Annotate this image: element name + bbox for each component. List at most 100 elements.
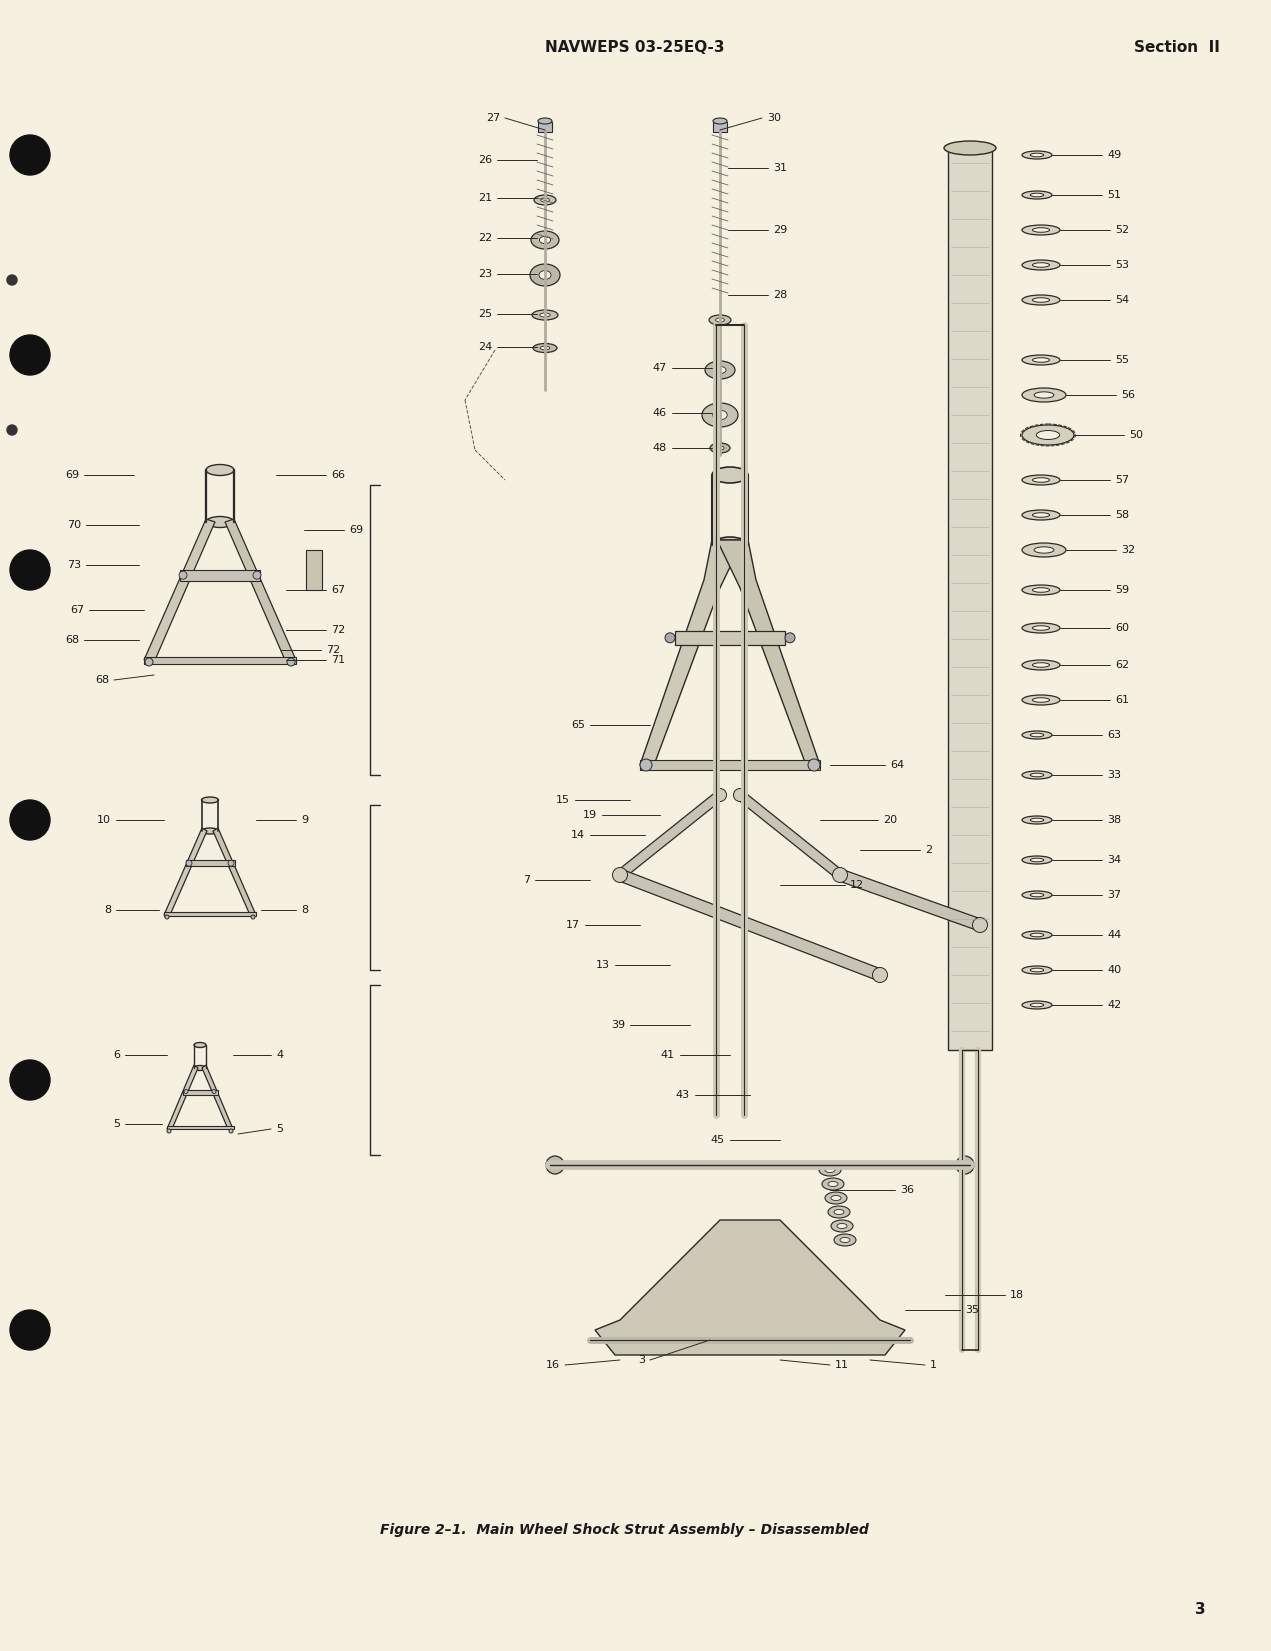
Text: 52: 52 [1115, 225, 1129, 234]
Bar [180, 570, 261, 581]
Text: 56: 56 [1121, 390, 1135, 400]
Ellipse shape [1022, 355, 1060, 365]
Ellipse shape [1032, 228, 1050, 233]
Text: 21: 21 [478, 193, 492, 203]
Ellipse shape [1022, 225, 1060, 234]
Bar [164, 911, 255, 916]
Ellipse shape [1031, 933, 1043, 936]
Circle shape [834, 868, 846, 882]
Text: 20: 20 [883, 816, 897, 826]
Text: 32: 32 [1121, 545, 1135, 555]
Ellipse shape [716, 446, 724, 451]
Ellipse shape [838, 1223, 846, 1228]
Ellipse shape [1032, 698, 1050, 702]
Text: 5: 5 [113, 1119, 119, 1129]
Text: 18: 18 [1010, 1289, 1024, 1299]
Text: 30: 30 [766, 112, 780, 124]
Bar [713, 122, 727, 132]
Ellipse shape [533, 343, 557, 353]
Text: 61: 61 [1115, 695, 1129, 705]
Circle shape [145, 659, 153, 665]
Text: 72: 72 [325, 646, 341, 655]
Text: 57: 57 [1115, 475, 1129, 485]
Circle shape [179, 571, 187, 580]
Text: 44: 44 [1107, 930, 1121, 939]
Text: 45: 45 [710, 1134, 724, 1146]
Text: 72: 72 [330, 626, 346, 636]
Circle shape [547, 1156, 564, 1174]
Ellipse shape [1031, 733, 1043, 736]
Polygon shape [595, 1220, 905, 1355]
Text: 16: 16 [547, 1360, 561, 1370]
Bar [167, 1126, 234, 1129]
Text: 13: 13 [596, 959, 610, 971]
Ellipse shape [539, 271, 552, 279]
Circle shape [972, 918, 988, 933]
Text: 65: 65 [571, 720, 585, 730]
Text: 34: 34 [1107, 855, 1121, 865]
Ellipse shape [831, 1195, 841, 1200]
Circle shape [956, 1156, 974, 1174]
Text: 38: 38 [1107, 816, 1121, 826]
Circle shape [250, 915, 255, 920]
Ellipse shape [1031, 967, 1043, 972]
Circle shape [10, 801, 50, 840]
Ellipse shape [1022, 892, 1052, 900]
Polygon shape [616, 791, 723, 878]
Text: 59: 59 [1115, 584, 1129, 594]
Circle shape [165, 915, 169, 920]
Ellipse shape [1031, 773, 1043, 778]
Polygon shape [717, 540, 820, 764]
Ellipse shape [1035, 546, 1054, 553]
Circle shape [613, 867, 628, 883]
Text: 53: 53 [1115, 259, 1129, 271]
Text: 23: 23 [478, 269, 492, 279]
Circle shape [212, 1090, 216, 1093]
Text: 47: 47 [653, 363, 667, 373]
Text: 29: 29 [773, 225, 787, 234]
Circle shape [733, 789, 746, 801]
Text: 41: 41 [661, 1050, 675, 1060]
Ellipse shape [1022, 475, 1060, 485]
Text: 39: 39 [611, 1020, 625, 1030]
Ellipse shape [1032, 297, 1050, 302]
Text: 11: 11 [835, 1360, 849, 1370]
Text: 42: 42 [1107, 1001, 1121, 1010]
Ellipse shape [825, 1192, 846, 1204]
Text: 15: 15 [555, 796, 569, 806]
Ellipse shape [840, 1238, 850, 1243]
Ellipse shape [1022, 259, 1060, 271]
Ellipse shape [1022, 731, 1052, 740]
Circle shape [10, 550, 50, 589]
Circle shape [808, 759, 820, 771]
Polygon shape [167, 1065, 198, 1129]
Text: 66: 66 [330, 471, 344, 480]
Ellipse shape [716, 319, 724, 322]
Text: 14: 14 [571, 830, 585, 840]
Ellipse shape [1032, 588, 1050, 593]
Bar [675, 631, 785, 646]
Ellipse shape [538, 117, 552, 124]
Ellipse shape [540, 198, 549, 201]
Text: 58: 58 [1115, 510, 1129, 520]
Text: 33: 33 [1107, 769, 1121, 779]
Circle shape [833, 867, 848, 883]
Ellipse shape [540, 347, 550, 350]
Text: 37: 37 [1107, 890, 1121, 900]
Ellipse shape [827, 1205, 850, 1218]
Text: 63: 63 [1107, 730, 1121, 740]
Ellipse shape [702, 403, 738, 428]
Polygon shape [618, 870, 882, 981]
Polygon shape [737, 791, 843, 878]
Text: 3: 3 [1195, 1603, 1205, 1618]
Text: 67: 67 [330, 584, 346, 594]
Polygon shape [202, 1065, 233, 1129]
Ellipse shape [202, 797, 219, 802]
Ellipse shape [822, 1179, 844, 1190]
Ellipse shape [714, 367, 726, 373]
Text: 12: 12 [850, 880, 864, 890]
Text: 22: 22 [478, 233, 492, 243]
Polygon shape [164, 829, 207, 915]
Circle shape [614, 868, 627, 882]
Text: 67: 67 [70, 604, 84, 616]
